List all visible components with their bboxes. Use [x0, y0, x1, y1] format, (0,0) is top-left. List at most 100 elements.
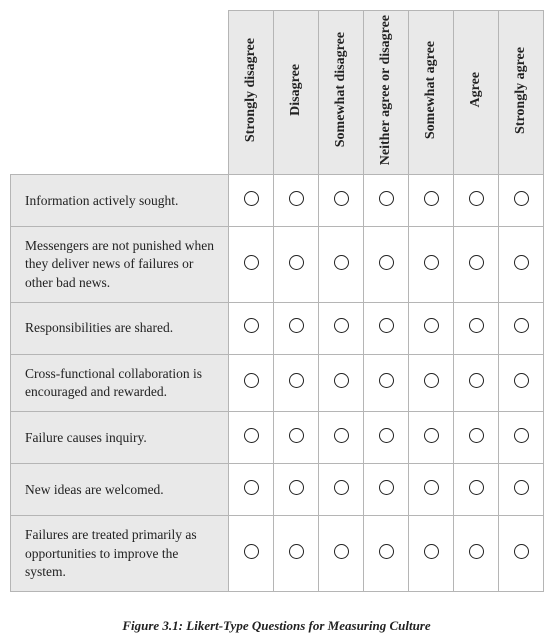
radio-cell[interactable] — [364, 354, 409, 411]
radio-icon — [424, 373, 439, 388]
radio-icon — [289, 373, 304, 388]
question-cell: Failures are treated primarily as opport… — [11, 516, 229, 592]
figure-caption: Figure 3.1: Likert-Type Questions for Me… — [10, 618, 543, 634]
radio-cell[interactable] — [274, 302, 319, 354]
radio-cell[interactable] — [274, 175, 319, 227]
scale-header: Somewhat agree — [409, 11, 454, 175]
radio-cell[interactable] — [274, 227, 319, 303]
scale-header: Strongly agree — [499, 11, 544, 175]
question-cell: Messengers are not punished when they de… — [11, 227, 229, 303]
scale-header: Neither agree or disagree — [364, 11, 409, 175]
radio-cell[interactable] — [454, 302, 499, 354]
radio-cell[interactable] — [409, 227, 454, 303]
question-cell: Information actively sought. — [11, 175, 229, 227]
radio-cell[interactable] — [319, 516, 364, 592]
radio-icon — [334, 544, 349, 559]
scale-header: Strongly disagree — [229, 11, 274, 175]
radio-icon — [514, 373, 529, 388]
question-cell: Responsibilities are shared. — [11, 302, 229, 354]
table-row: Failures are treated primarily as opport… — [11, 516, 544, 592]
radio-cell[interactable] — [274, 516, 319, 592]
radio-cell[interactable] — [409, 516, 454, 592]
radio-icon — [514, 428, 529, 443]
radio-cell[interactable] — [319, 354, 364, 411]
radio-icon — [379, 191, 394, 206]
scale-label: Somewhat disagree — [333, 32, 350, 147]
radio-cell[interactable] — [319, 227, 364, 303]
radio-cell[interactable] — [274, 354, 319, 411]
radio-cell[interactable] — [229, 516, 274, 592]
radio-icon — [334, 191, 349, 206]
radio-icon — [424, 255, 439, 270]
radio-cell[interactable] — [409, 175, 454, 227]
radio-cell[interactable] — [229, 227, 274, 303]
radio-icon — [424, 480, 439, 495]
radio-cell[interactable] — [229, 175, 274, 227]
radio-cell[interactable] — [499, 412, 544, 464]
radio-icon — [334, 318, 349, 333]
table-body: Information actively sought. Messengers … — [11, 175, 544, 592]
radio-icon — [514, 480, 529, 495]
radio-cell[interactable] — [319, 464, 364, 516]
radio-cell[interactable] — [364, 302, 409, 354]
radio-cell[interactable] — [364, 412, 409, 464]
radio-icon — [244, 318, 259, 333]
radio-cell[interactable] — [319, 302, 364, 354]
radio-cell[interactable] — [409, 354, 454, 411]
radio-cell[interactable] — [319, 412, 364, 464]
scale-header: Agree — [454, 11, 499, 175]
radio-cell[interactable] — [319, 175, 364, 227]
radio-icon — [289, 255, 304, 270]
radio-cell[interactable] — [499, 227, 544, 303]
radio-cell[interactable] — [454, 175, 499, 227]
scale-label: Strongly disagree — [243, 38, 260, 142]
radio-cell[interactable] — [229, 412, 274, 464]
radio-cell[interactable] — [499, 354, 544, 411]
radio-cell[interactable] — [229, 302, 274, 354]
table-row: Failure causes inquiry. — [11, 412, 544, 464]
radio-cell[interactable] — [499, 516, 544, 592]
radio-icon — [469, 373, 484, 388]
radio-cell[interactable] — [454, 354, 499, 411]
radio-cell[interactable] — [409, 302, 454, 354]
question-cell: Cross-functional collaboration is encour… — [11, 354, 229, 411]
radio-cell[interactable] — [499, 464, 544, 516]
radio-icon — [514, 191, 529, 206]
radio-icon — [379, 318, 394, 333]
table-row: Responsibilities are shared. — [11, 302, 544, 354]
radio-icon — [289, 480, 304, 495]
radio-cell[interactable] — [274, 412, 319, 464]
radio-icon — [424, 428, 439, 443]
radio-icon — [469, 318, 484, 333]
table-row: New ideas are welcomed. — [11, 464, 544, 516]
radio-icon — [334, 428, 349, 443]
radio-cell[interactable] — [454, 464, 499, 516]
radio-icon — [244, 480, 259, 495]
radio-cell[interactable] — [274, 464, 319, 516]
radio-cell[interactable] — [499, 302, 544, 354]
scale-header: Disagree — [274, 11, 319, 175]
question-cell: New ideas are welcomed. — [11, 464, 229, 516]
radio-cell[interactable] — [364, 227, 409, 303]
radio-cell[interactable] — [409, 464, 454, 516]
radio-icon — [469, 428, 484, 443]
radio-cell[interactable] — [229, 354, 274, 411]
radio-icon — [244, 544, 259, 559]
scale-label: Disagree — [288, 64, 305, 116]
radio-icon — [469, 480, 484, 495]
radio-cell[interactable] — [229, 464, 274, 516]
radio-icon — [244, 255, 259, 270]
radio-cell[interactable] — [454, 516, 499, 592]
radio-cell[interactable] — [364, 175, 409, 227]
scale-label: Somewhat agree — [423, 41, 440, 139]
radio-cell[interactable] — [454, 227, 499, 303]
radio-cell[interactable] — [409, 412, 454, 464]
radio-icon — [289, 191, 304, 206]
radio-cell[interactable] — [454, 412, 499, 464]
radio-cell[interactable] — [364, 516, 409, 592]
radio-cell[interactable] — [499, 175, 544, 227]
radio-icon — [469, 255, 484, 270]
radio-cell[interactable] — [364, 464, 409, 516]
table-row: Cross-functional collaboration is encour… — [11, 354, 544, 411]
radio-icon — [424, 318, 439, 333]
